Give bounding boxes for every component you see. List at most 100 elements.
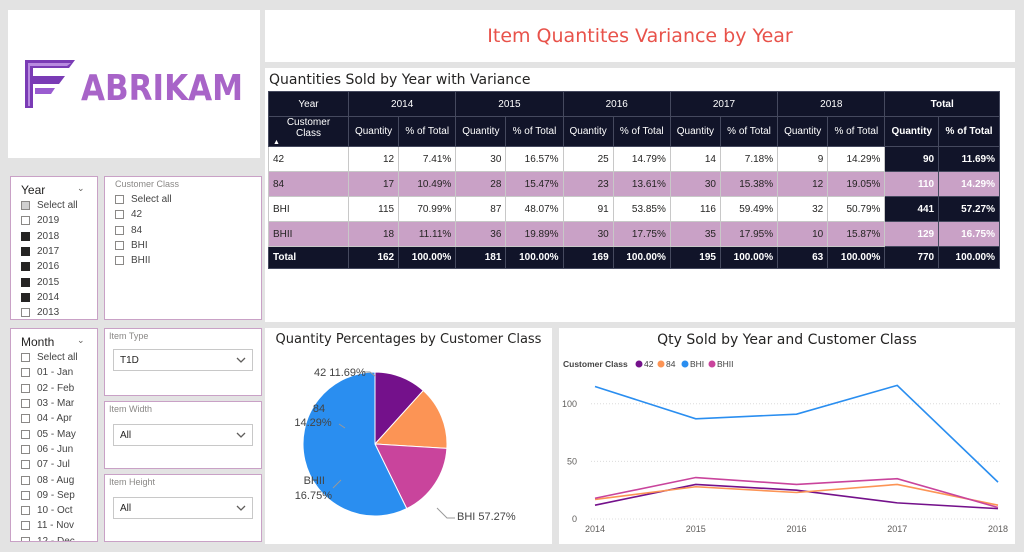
series-line-84[interactable]: [594, 483, 999, 506]
pct-header[interactable]: % of Total: [505, 116, 564, 147]
legend-marker[interactable]: [681, 360, 689, 368]
total-pct-header[interactable]: % of Total: [938, 116, 1000, 147]
year-col-header[interactable]: 2015: [455, 91, 564, 117]
pie-chart-visual: Quantity Percentages by Customer Class 4…: [265, 328, 552, 544]
checkbox[interactable]: [115, 225, 124, 235]
checkbox[interactable]: [115, 241, 124, 251]
qty-header[interactable]: Quantity: [777, 116, 829, 147]
pie-slice-bhi[interactable]: [302, 371, 408, 517]
checkbox[interactable]: [21, 460, 30, 470]
series-line-42[interactable]: [594, 483, 999, 510]
slicer-item[interactable]: 01 - Jan: [21, 365, 97, 380]
total-cell: 100.00%: [827, 246, 886, 269]
qty-header[interactable]: Quantity: [347, 116, 400, 147]
legend-label[interactable]: BHII: [717, 359, 734, 369]
checkbox[interactable]: [21, 247, 30, 257]
pct-header[interactable]: % of Total: [398, 116, 457, 147]
checkbox[interactable]: [115, 256, 124, 266]
pie-slice-84[interactable]: [373, 389, 448, 449]
checkbox[interactable]: [21, 414, 30, 424]
pct-header[interactable]: % of Total: [612, 116, 671, 147]
checkbox[interactable]: [21, 292, 30, 302]
slicer-item[interactable]: Select all: [21, 350, 97, 365]
checkbox[interactable]: [21, 201, 30, 211]
checkbox[interactable]: [21, 490, 30, 500]
item-width-dropdown[interactable]: All: [113, 424, 253, 446]
slicer-item[interactable]: 42: [115, 207, 261, 222]
total-col-header[interactable]: Total: [884, 91, 1000, 117]
pie-slice-bhii[interactable]: [374, 443, 448, 510]
item-type-title: Item Type: [109, 331, 149, 341]
slicer-item[interactable]: 07 - Jul: [21, 457, 97, 472]
qty-header[interactable]: Quantity: [669, 116, 721, 147]
pie-chart: 42 11.69% 84 14.29% BHII 16.75% BHI 57.27%: [294, 367, 516, 523]
year-col-header[interactable]: 2014: [347, 91, 457, 117]
pct-header[interactable]: % of Total: [719, 116, 779, 147]
slicer-item[interactable]: 2019: [21, 213, 97, 228]
legend-label[interactable]: 84: [666, 359, 676, 369]
slicer-item[interactable]: 05 - May: [21, 426, 97, 441]
item-height-dropdown[interactable]: All: [113, 497, 253, 519]
checkbox[interactable]: [21, 475, 30, 485]
slicer-item-label: 09 - Sep: [37, 489, 75, 501]
slicer-item-label: 84: [131, 224, 143, 236]
series-line-bhii[interactable]: [594, 476, 999, 509]
slicer-item[interactable]: 10 - Oct: [21, 503, 97, 518]
checkbox[interactable]: [115, 195, 124, 205]
series-line-bhi[interactable]: [594, 384, 999, 483]
checkbox[interactable]: [21, 399, 30, 409]
slicer-item[interactable]: 2013: [21, 305, 97, 320]
checkbox[interactable]: [21, 231, 30, 241]
slicer-item[interactable]: 03 - Mar: [21, 396, 97, 411]
checkbox[interactable]: [21, 262, 30, 272]
checkbox[interactable]: [21, 368, 30, 378]
customer-class-header[interactable]: Customer Class ▲: [268, 116, 349, 147]
checkbox[interactable]: [21, 277, 30, 287]
qty-header[interactable]: Quantity: [562, 116, 614, 147]
checkbox[interactable]: [21, 444, 30, 454]
pct-header[interactable]: % of Total: [827, 116, 886, 147]
chevron-down-icon[interactable]: ⌄: [77, 335, 85, 345]
legend-marker[interactable]: [657, 360, 665, 368]
slicer-item[interactable]: BHI: [115, 238, 261, 253]
slicer-item[interactable]: 2016: [21, 259, 97, 274]
checkbox[interactable]: [21, 216, 30, 226]
slicer-item[interactable]: BHII: [115, 253, 261, 268]
table-cell: 28: [455, 171, 507, 197]
item-type-dropdown[interactable]: T1D: [113, 349, 253, 371]
year-col-header[interactable]: 2016: [562, 91, 671, 117]
slicer-item-label: Select all: [131, 194, 172, 206]
legend-marker[interactable]: [635, 360, 643, 368]
slicer-item[interactable]: 08 - Aug: [21, 472, 97, 487]
slicer-item[interactable]: 06 - Jun: [21, 442, 97, 457]
slicer-item[interactable]: 04 - Apr: [21, 411, 97, 426]
checkbox[interactable]: [21, 308, 30, 318]
chevron-down-icon[interactable]: ⌄: [77, 183, 85, 193]
slicer-item[interactable]: 2018: [21, 229, 97, 244]
year-col-header[interactable]: 2017: [669, 91, 779, 117]
legend-label[interactable]: BHI: [690, 359, 704, 369]
slicer-item[interactable]: 2015: [21, 274, 97, 289]
checkbox[interactable]: [21, 429, 30, 439]
checkbox[interactable]: [21, 536, 30, 541]
total-qty-header[interactable]: Quantity: [884, 116, 940, 147]
checkbox[interactable]: [21, 506, 30, 516]
slicer-item[interactable]: 84: [115, 223, 261, 238]
slicer-item[interactable]: Select all: [115, 192, 261, 207]
checkbox[interactable]: [21, 383, 30, 393]
slicer-item[interactable]: 2014: [21, 290, 97, 305]
table-cell: 15.87%: [827, 221, 886, 247]
year-col-header[interactable]: 2018: [777, 91, 886, 117]
legend-marker[interactable]: [708, 360, 716, 368]
slicer-item[interactable]: 12 - Dec: [21, 534, 97, 541]
checkbox[interactable]: [21, 353, 30, 363]
legend-label[interactable]: 42: [644, 359, 654, 369]
slicer-item[interactable]: Select all: [21, 198, 97, 213]
slicer-item[interactable]: 02 - Feb: [21, 381, 97, 396]
qty-header[interactable]: Quantity: [455, 116, 507, 147]
slicer-item[interactable]: 09 - Sep: [21, 488, 97, 503]
slicer-item[interactable]: 2017: [21, 244, 97, 259]
slicer-item[interactable]: 11 - Nov: [21, 518, 97, 533]
checkbox[interactable]: [115, 210, 124, 220]
checkbox[interactable]: [21, 521, 30, 531]
